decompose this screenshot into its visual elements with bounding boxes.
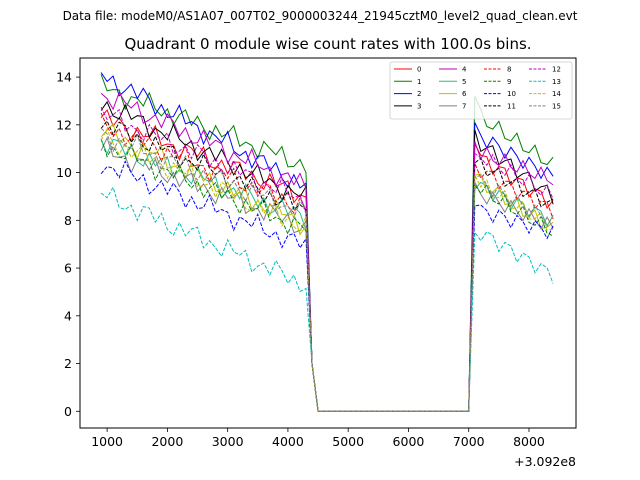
x-tick-label: 6000	[393, 434, 425, 449]
legend-label-1: 1	[417, 78, 421, 86]
legend-label-4: 4	[462, 66, 467, 74]
figure-suptitle: Data file: modeM0/AS1A07_007T02_90000032…	[62, 9, 578, 23]
legend-label-14: 14	[552, 90, 561, 98]
x-tick-label: 7000	[453, 434, 485, 449]
legend-label-0: 0	[417, 66, 421, 74]
y-tick-label: 6	[64, 261, 72, 276]
y-tick-label: 10	[56, 165, 72, 180]
series-line-11	[100, 120, 554, 412]
series-line-8	[100, 112, 554, 412]
legend-label-10: 10	[507, 90, 516, 98]
legend-label-13: 13	[552, 78, 561, 86]
y-tick-label: 0	[64, 404, 72, 419]
legend-label-11: 11	[507, 102, 516, 110]
x-tick-label: 2000	[151, 434, 183, 449]
x-offset-label: +3.092e8	[514, 454, 576, 469]
chart-title: Quadrant 0 module wise count rates with …	[124, 35, 532, 53]
series-line-3	[100, 100, 554, 412]
series-line-13	[100, 186, 554, 412]
series-line-10	[100, 160, 554, 412]
series-line-1	[100, 74, 554, 412]
series-line-4	[100, 91, 554, 412]
series-line-0	[100, 108, 554, 412]
y-tick-label: 4	[64, 308, 72, 323]
series-line-12	[100, 106, 554, 412]
x-tick-label: 3000	[212, 434, 244, 449]
legend-label-3: 3	[417, 102, 421, 110]
legend-label-6: 6	[462, 90, 467, 98]
legend-label-15: 15	[552, 102, 561, 110]
legend-label-8: 8	[507, 66, 511, 74]
legend-label-9: 9	[507, 78, 511, 86]
legend-label-2: 2	[417, 90, 421, 98]
legend-label-7: 7	[462, 102, 466, 110]
y-tick-label: 2	[64, 356, 72, 371]
series-line-6	[100, 122, 554, 412]
series-line-7	[100, 136, 554, 412]
x-tick-label: 1000	[91, 434, 123, 449]
series-line-14	[100, 127, 554, 412]
legend-label-5: 5	[462, 78, 466, 86]
legend-box	[389, 61, 573, 120]
x-tick-label: 5000	[332, 434, 364, 449]
y-tick-label: 14	[56, 70, 72, 85]
y-tick-label: 12	[56, 117, 72, 132]
x-tick-label: 8000	[513, 434, 545, 449]
legend-label-12: 12	[552, 66, 561, 74]
y-tick-label: 8	[64, 213, 72, 228]
axes-frame	[79, 57, 577, 429]
series-line-15	[100, 127, 554, 412]
x-tick-label: 4000	[272, 434, 304, 449]
